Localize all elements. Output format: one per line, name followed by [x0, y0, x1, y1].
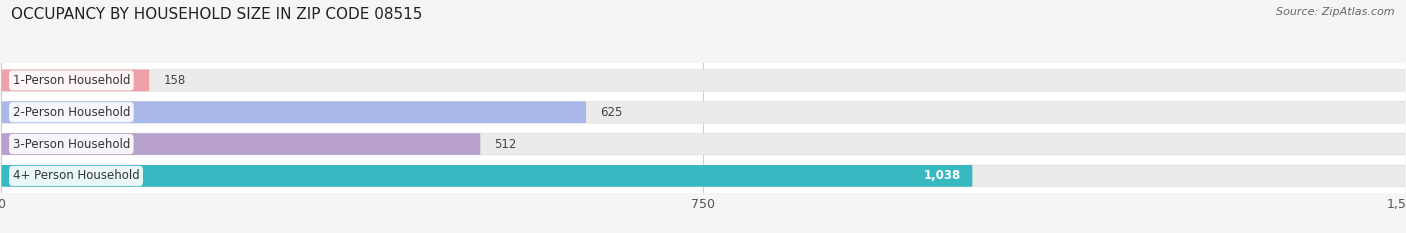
- Text: Source: ZipAtlas.com: Source: ZipAtlas.com: [1277, 7, 1395, 17]
- FancyBboxPatch shape: [1, 101, 586, 123]
- FancyBboxPatch shape: [1, 70, 1405, 91]
- Text: 4+ Person Household: 4+ Person Household: [13, 169, 139, 182]
- Text: OCCUPANCY BY HOUSEHOLD SIZE IN ZIP CODE 08515: OCCUPANCY BY HOUSEHOLD SIZE IN ZIP CODE …: [11, 7, 423, 22]
- Text: 3-Person Household: 3-Person Household: [13, 137, 129, 151]
- FancyBboxPatch shape: [1, 101, 1405, 123]
- FancyBboxPatch shape: [1, 133, 1405, 155]
- Text: 1-Person Household: 1-Person Household: [13, 74, 131, 87]
- Text: 158: 158: [163, 74, 186, 87]
- Text: 512: 512: [495, 137, 517, 151]
- FancyBboxPatch shape: [1, 165, 1405, 187]
- FancyBboxPatch shape: [1, 133, 481, 155]
- Text: 625: 625: [600, 106, 623, 119]
- FancyBboxPatch shape: [1, 70, 149, 91]
- Text: 1,038: 1,038: [924, 169, 962, 182]
- Text: 2-Person Household: 2-Person Household: [13, 106, 131, 119]
- FancyBboxPatch shape: [1, 165, 973, 187]
